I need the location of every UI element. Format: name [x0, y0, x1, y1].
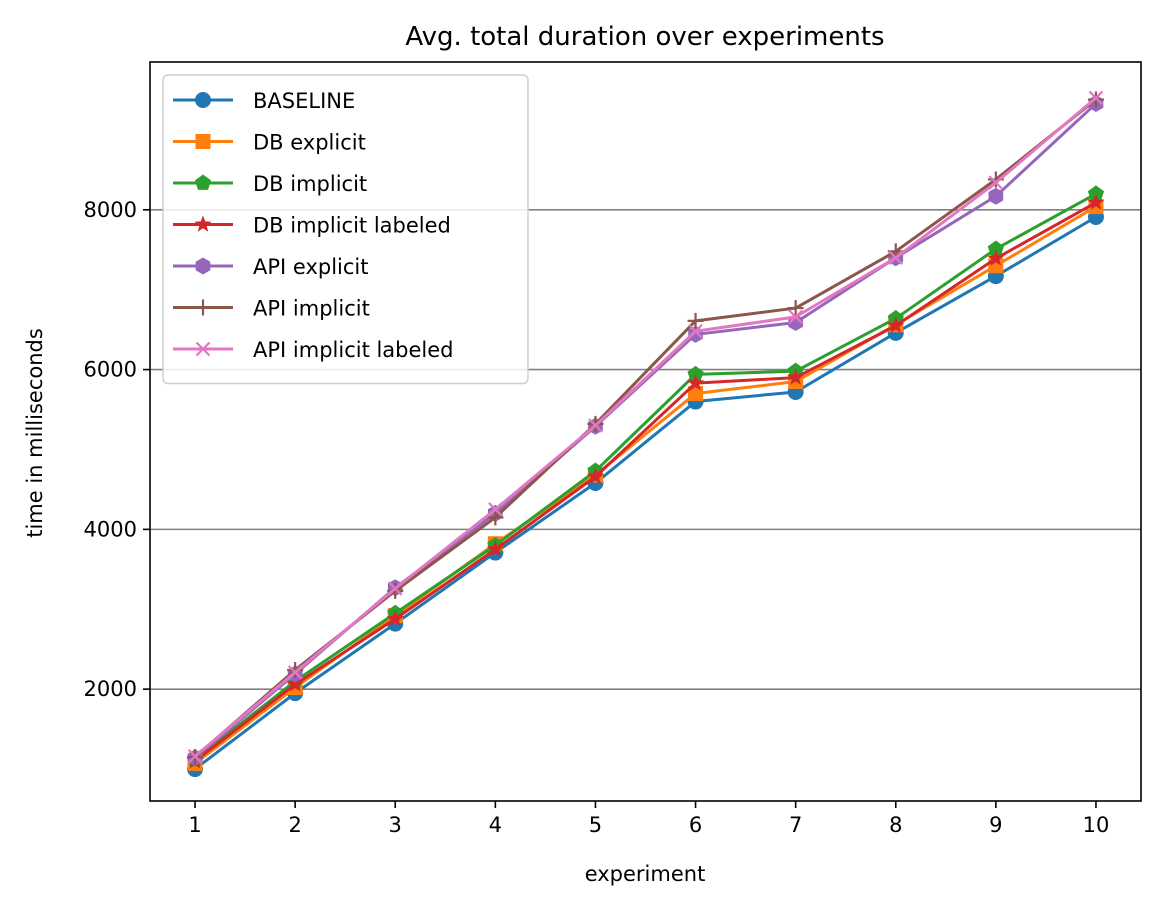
- x-tick-label-6: 6: [689, 813, 702, 837]
- legend-label-baseline: BASELINE: [253, 89, 355, 113]
- data-point-api-implicit-7: [787, 300, 804, 317]
- data-point-api-implicit-3: [387, 582, 404, 599]
- legend: BASELINE DB explicit DB implicit DB implici…: [162, 74, 529, 385]
- series-line-api-implicit-labeled: [194, 96, 1097, 758]
- data-point-api-implicit-labeled-2: [287, 665, 303, 680]
- data-point-db-implicit-6: [687, 365, 704, 382]
- data-point-api-implicit-labeled-1: [187, 748, 203, 764]
- x-tick-label-1: 1: [188, 813, 201, 837]
- data-point-db-implicit-labeled-7: [787, 368, 805, 385]
- legend-label-db-implicit: DB implicit: [253, 172, 367, 196]
- data-point-api-implicit-4: [487, 509, 504, 526]
- data-point-db-implicit-labeled-9: [987, 249, 1005, 266]
- legend-marker-db-explicit: [195, 134, 211, 149]
- x-tick-label-8: 8: [889, 813, 902, 837]
- legend-item-db-explicit: DB explicit: [173, 131, 366, 155]
- data-point-db-implicit-labeled-6: [686, 374, 705, 391]
- data-point-api-implicit-labeled-9: [988, 175, 1004, 190]
- data-point-api-implicit-labeled-4: [488, 502, 503, 517]
- legend-label-api-implicit-labeled: API implicit labeled: [253, 338, 454, 362]
- legend-label-db-implicit-labeled: DB implicit labeled: [253, 214, 451, 238]
- data-point-db-implicit-labeled-10: [1087, 193, 1105, 210]
- x-axis: 1 2 3 4 5 6 7 8 9 10: [188, 801, 1109, 837]
- data-point-db-implicit-labeled-5: [586, 467, 605, 484]
- series-line-db-implicit: [194, 192, 1097, 761]
- data-point-db-implicit-labeled-2: [286, 675, 304, 692]
- data-point-db-implicit-labeled-8: [887, 316, 905, 333]
- data-point-db-implicit-labeled-4: [486, 540, 504, 557]
- data-point-api-implicit-labeled-10: [1088, 90, 1104, 106]
- legend-marker-api-implicit: [195, 299, 211, 316]
- series-layer: [186, 90, 1105, 778]
- y-axis: 2000 4000 6000 8000: [84, 198, 150, 701]
- legend-marker-api-explicit: [195, 257, 211, 275]
- legend-item-api-implicit-labeled: API implicit labeled: [173, 338, 454, 362]
- legend-label-api-explicit: API explicit: [253, 255, 369, 279]
- data-point-db-implicit-9: [987, 240, 1004, 256]
- x-tick-label-3: 3: [389, 813, 402, 837]
- x-tick-label-2: 2: [288, 813, 301, 837]
- y-tick-label-8000: 8000: [84, 198, 137, 222]
- legend-item-db-implicit-labeled: DB implicit labeled: [173, 214, 451, 238]
- legend-label-api-implicit: API implicit: [253, 297, 370, 321]
- y-tick-label-2000: 2000: [84, 677, 137, 701]
- x-tick-label-10: 10: [1083, 813, 1110, 837]
- x-tick-label-5: 5: [589, 813, 602, 837]
- series-line-db-implicit-labeled: [194, 201, 1097, 763]
- data-point-api-implicit-labeled-6: [688, 323, 703, 339]
- legend-marker-api-implicit-labeled: [195, 341, 211, 357]
- legend-item-api-explicit: API explicit: [173, 255, 369, 279]
- data-point-api-explicit-9: [988, 187, 1004, 205]
- legend-marker-baseline: [195, 92, 211, 108]
- data-point-api-implicit-labeled-8: [888, 250, 904, 266]
- legend-frame: [162, 74, 529, 385]
- legend-marker-db-implicit: [194, 174, 212, 190]
- y-tick-label-6000: 6000: [84, 358, 137, 382]
- chart-title: Avg. total duration over experiments: [405, 22, 884, 52]
- data-point-api-implicit-labeled-7: [788, 309, 803, 325]
- x-tick-label-9: 9: [989, 813, 1002, 837]
- legend-label-db-explicit: DB explicit: [253, 131, 366, 155]
- data-point-api-implicit-labeled-5: [588, 418, 603, 433]
- series-api-implicit-labeled: [187, 90, 1104, 764]
- plot-area-frame: [149, 61, 1142, 802]
- y-axis-label: time in milliseconds: [23, 328, 47, 538]
- data-point-api-implicit-6: [687, 312, 704, 329]
- legend-item-db-implicit: DB implicit: [173, 172, 367, 196]
- x-tick-label-4: 4: [489, 813, 502, 837]
- data-point-api-implicit-labeled-3: [387, 581, 403, 596]
- legend-marker-db-implicit-labeled: [194, 215, 212, 232]
- x-tick-label-7: 7: [789, 813, 802, 837]
- data-point-db-explicit-6: [688, 386, 704, 402]
- x-axis-label: experiment: [585, 862, 706, 886]
- legend-item-baseline: BASELINE: [173, 89, 355, 113]
- legend-item-api-implicit: API implicit: [173, 297, 370, 321]
- y-tick-label-4000: 4000: [84, 517, 137, 541]
- data-point-db-implicit-10: [1087, 185, 1105, 201]
- series-line-baseline: [194, 215, 1097, 771]
- data-point-api-implicit-2: [287, 661, 304, 678]
- data-point-db-implicit-labeled-3: [386, 609, 404, 627]
